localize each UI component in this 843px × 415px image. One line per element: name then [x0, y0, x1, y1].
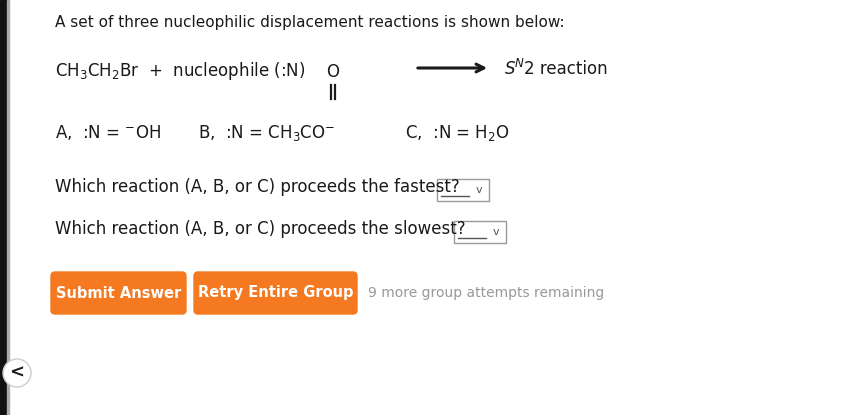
FancyBboxPatch shape: [51, 272, 186, 314]
Text: C,  :N = $\mathregular{H_2O}$: C, :N = $\mathregular{H_2O}$: [405, 123, 510, 143]
Text: v: v: [475, 185, 482, 195]
Bar: [0, 0, 7, 415]
Text: Retry Entire Group: Retry Entire Group: [198, 286, 353, 300]
Text: 2 reaction: 2 reaction: [524, 60, 608, 78]
FancyBboxPatch shape: [437, 179, 489, 201]
Text: <: <: [9, 364, 24, 382]
Text: $\mathregular{CH_3CH_2Br}$  +  nucleophile (:N): $\mathregular{CH_3CH_2Br}$ + nucleophile…: [55, 60, 305, 82]
Text: N: N: [515, 57, 524, 70]
Text: Submit Answer: Submit Answer: [56, 286, 181, 300]
Text: Which reaction (A, B, or C) proceeds the slowest?: Which reaction (A, B, or C) proceeds the…: [55, 220, 465, 238]
Text: O: O: [326, 63, 340, 81]
Text: A set of three nucleophilic displacement reactions is shown below:: A set of three nucleophilic displacement…: [55, 15, 565, 30]
Text: S: S: [505, 60, 516, 78]
FancyBboxPatch shape: [454, 221, 506, 243]
Text: Which reaction (A, B, or C) proceeds the fastest?: Which reaction (A, B, or C) proceeds the…: [55, 178, 459, 196]
Text: 9 more group attempts remaining: 9 more group attempts remaining: [368, 286, 604, 300]
Bar: [7, 0, 8, 415]
Circle shape: [3, 359, 31, 387]
FancyBboxPatch shape: [194, 272, 357, 314]
Text: B,  :N = $\mathregular{CH_3CO^{-}}$: B, :N = $\mathregular{CH_3CO^{-}}$: [198, 123, 336, 143]
Text: A,  :N = $\mathregular{^{-}}$OH: A, :N = $\mathregular{^{-}}$OH: [55, 123, 161, 142]
Text: v: v: [492, 227, 499, 237]
